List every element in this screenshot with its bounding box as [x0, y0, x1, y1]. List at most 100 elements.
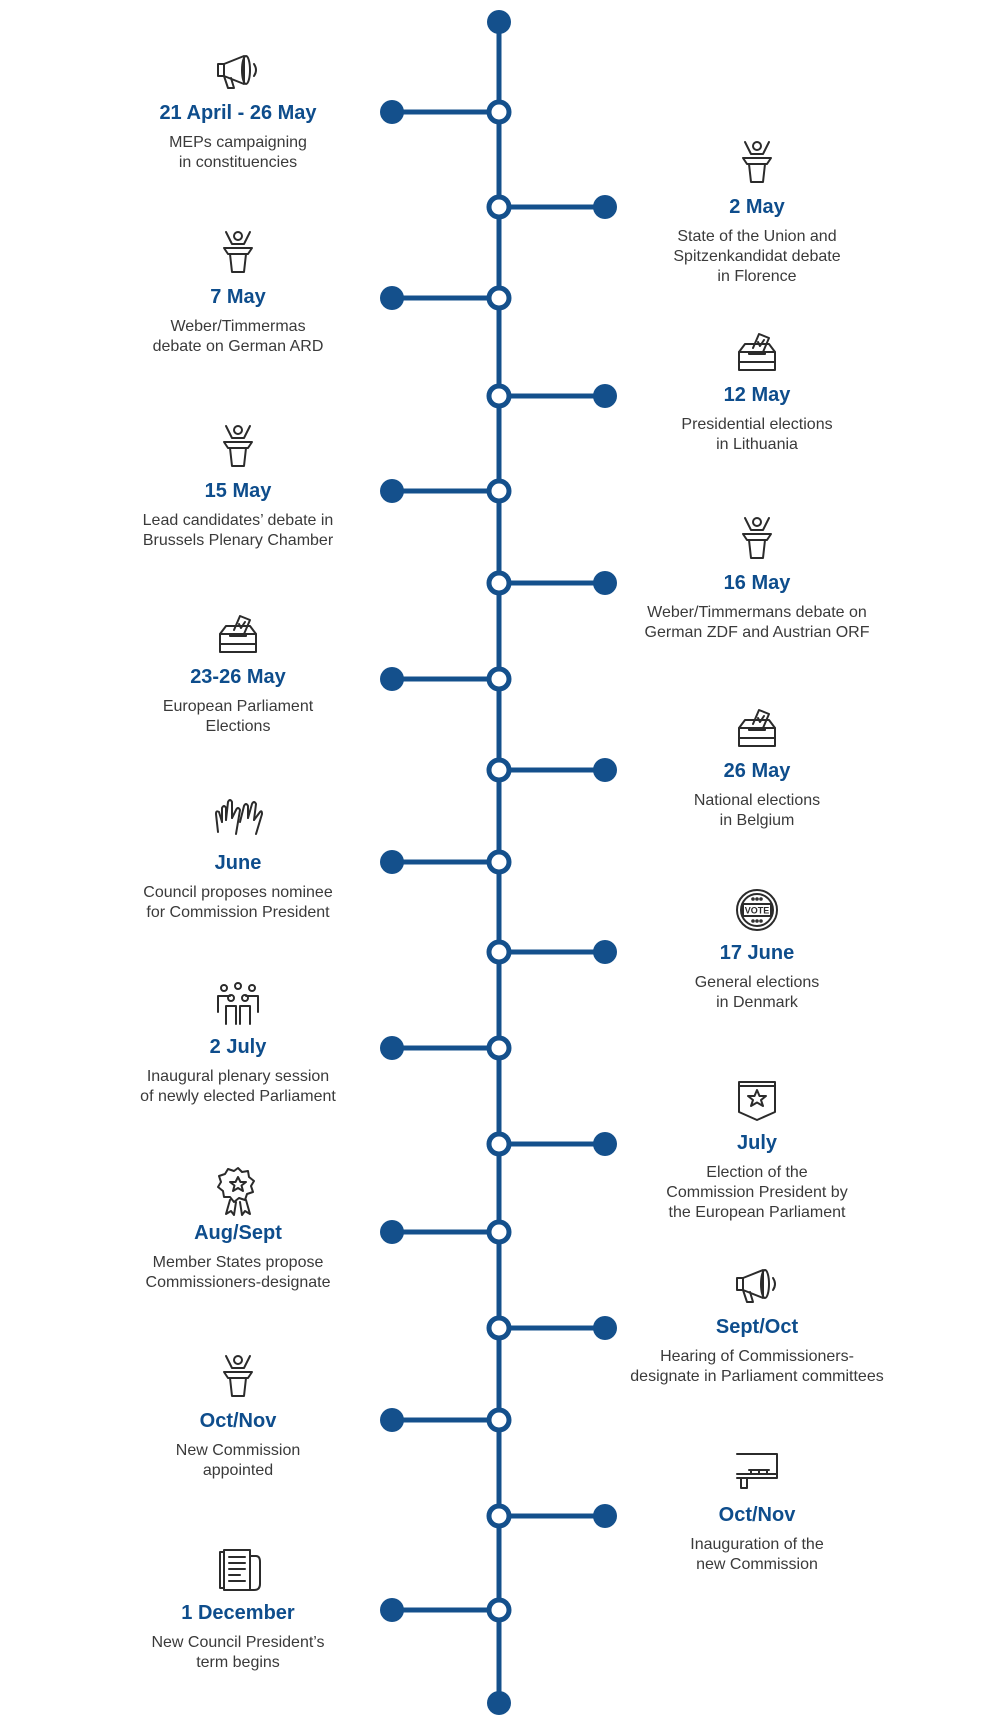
ballot-box-icon — [729, 700, 785, 756]
timeline-event: 16 May Weber/Timmermans debate on German … — [607, 512, 907, 643]
event-description: Inauguration of the new Commission — [690, 1536, 824, 1573]
event-description: Hearing of Commissioners- designate in P… — [630, 1348, 884, 1385]
svg-text:VOTE: VOTE — [745, 906, 770, 916]
timeline-event: 21 April - 26 May MEPs campaigning in con… — [88, 42, 388, 173]
timeline-branch-dot — [380, 479, 404, 503]
event-date: Sept/Oct — [715, 1316, 799, 1338]
event-date: 17 June — [719, 942, 795, 964]
timeline-branch-dot — [593, 571, 617, 595]
speaker-podium-icon — [210, 226, 266, 282]
event-description: Lead candidates’ debate in Brussels Plen… — [142, 512, 334, 549]
event-date: Aug/Sept — [194, 1222, 282, 1244]
timeline-start-dot — [487, 10, 511, 34]
event-description: Weber/Timmermans debate on German ZDF an… — [644, 604, 870, 641]
event-date: July — [736, 1132, 778, 1154]
timeline-event: Aug/Sept Member States propose Commission… — [88, 1162, 388, 1293]
timeline-node — [486, 1219, 512, 1245]
event-description: Member States propose Commissioners-desi… — [145, 1254, 331, 1291]
timeline-node — [486, 757, 512, 783]
timeline-branch-dot — [380, 286, 404, 310]
event-description: Council proposes nominee for Commission … — [143, 884, 333, 921]
panel-table-icon — [729, 1444, 785, 1500]
event-date: 23-26 May — [190, 666, 286, 688]
timeline-branch-dot — [593, 940, 617, 964]
megaphone-icon — [210, 42, 266, 98]
timeline-branch-dot — [380, 100, 404, 124]
timeline-node — [486, 666, 512, 692]
timeline-branch-dot — [380, 667, 404, 691]
event-description: European Parliament Elections — [162, 698, 314, 735]
timeline-event: Sept/Oct Hearing of Commissioners- design… — [607, 1256, 907, 1387]
event-date: 2 July — [209, 1036, 267, 1058]
event-description: MEPs campaigning in constituencies — [169, 134, 307, 171]
timeline-node — [486, 1131, 512, 1157]
event-description: Presidential elections in Lithuania — [681, 416, 833, 453]
timeline-node — [486, 1407, 512, 1433]
timeline-node — [486, 194, 512, 220]
event-description: National elections in Belgium — [693, 792, 821, 829]
ballot-box-icon — [729, 324, 785, 380]
event-description: New Council President’s term begins — [151, 1634, 325, 1671]
timeline-node — [486, 849, 512, 875]
timeline-branch-dot — [380, 1408, 404, 1432]
event-date: Oct/Nov — [199, 1410, 277, 1432]
event-description: Inaugural plenary session of newly elect… — [140, 1068, 336, 1105]
megaphone-icon — [729, 1256, 785, 1312]
timeline-node — [486, 570, 512, 596]
timeline-event: 2 May State of the Union and Spitzenkandi… — [607, 136, 907, 287]
event-description: Election of the Commission President by … — [666, 1164, 848, 1221]
document-scroll-icon — [210, 1542, 266, 1598]
event-description: State of the Union and Spitzenkandidat d… — [673, 228, 841, 285]
speaker-podium-icon — [210, 420, 266, 476]
timeline-event: 7 May Weber/Timmermas debate on German AR… — [88, 226, 388, 357]
timeline-branch-dot — [380, 1220, 404, 1244]
timeline-event: Oct/Nov New Commission appointed — [88, 1350, 388, 1481]
event-description: Weber/Timmermas debate on German ARD — [152, 318, 324, 355]
timeline-event: 15 May Lead candidates’ debate in Brussel… — [88, 420, 388, 551]
timeline-event: 23-26 May European Parliament Elections — [88, 606, 388, 737]
timeline-branch-dot — [593, 1316, 617, 1340]
event-date: 21 April - 26 May — [159, 102, 317, 124]
timeline-node — [486, 99, 512, 125]
timeline-node — [486, 1597, 512, 1623]
timeline-branch-dot — [593, 384, 617, 408]
timeline-end-dot — [487, 1691, 511, 1715]
timeline-node — [486, 1035, 512, 1061]
timeline-branch-dot — [593, 195, 617, 219]
event-date: June — [214, 852, 262, 874]
timeline-event: VOTE 17 June General elections in Denmark — [607, 882, 907, 1013]
timeline-event: 2 July Inaugural plenary session of newly… — [88, 976, 388, 1107]
timeline-event: June Council proposes nominee for Commiss… — [88, 792, 388, 923]
timeline-node — [486, 1503, 512, 1529]
event-date: 2 May — [729, 196, 785, 218]
timeline-node — [486, 285, 512, 311]
timeline-node — [486, 383, 512, 409]
timeline-branch-dot — [380, 1036, 404, 1060]
timeline-event: 1 December New Council President’s term b… — [88, 1542, 388, 1673]
award-rosette-icon — [210, 1162, 266, 1218]
timeline-event: July Election of the Commission President… — [607, 1072, 907, 1223]
timeline-event: 26 May National elections in Belgium — [607, 700, 907, 831]
timeline-event: Oct/Nov Inauguration of the new Commissio… — [607, 1444, 907, 1575]
vote-badge-icon: VOTE — [729, 882, 785, 938]
timeline-node — [486, 939, 512, 965]
people-group-icon — [210, 976, 266, 1032]
timeline-node — [486, 1315, 512, 1341]
event-date: 16 May — [723, 572, 791, 594]
event-description: General elections in Denmark — [694, 974, 820, 1011]
event-date: 1 December — [181, 1602, 295, 1624]
event-date: Oct/Nov — [718, 1504, 796, 1526]
timeline-branch-dot — [593, 1504, 617, 1528]
speaker-podium-icon — [729, 512, 785, 568]
timeline-event: 12 May Presidential elections in Lithuani… — [607, 324, 907, 455]
event-description: New Commission appointed — [175, 1442, 301, 1479]
timeline-node — [486, 478, 512, 504]
timeline-branch-dot — [593, 758, 617, 782]
star-banner-icon — [729, 1072, 785, 1128]
event-date: 26 May — [723, 760, 791, 782]
timeline-branch-dot — [380, 1598, 404, 1622]
timeline-branch-dot — [380, 850, 404, 874]
event-date: 12 May — [723, 384, 791, 406]
